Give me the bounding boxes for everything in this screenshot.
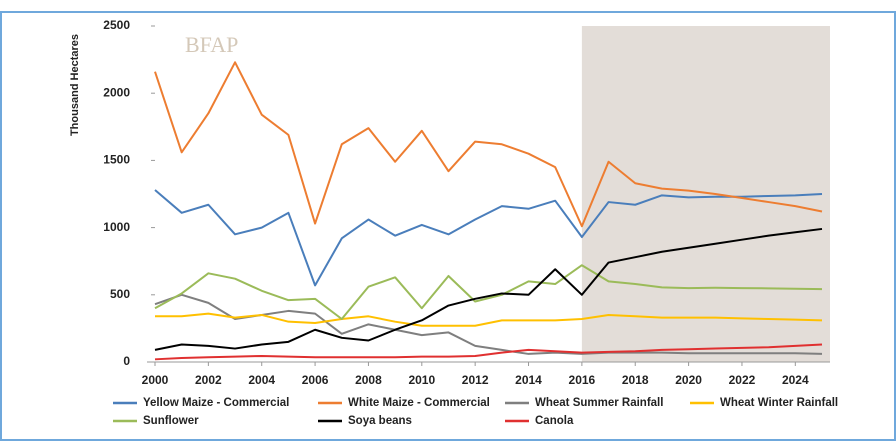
legend-label: White Maize - Commercial [348,397,490,409]
y-axis-label: Thousand Hectares [69,34,81,136]
x-tick-label: 2016 [569,373,596,387]
x-tick-label: 2024 [782,373,809,387]
x-tick-label: 2006 [302,373,329,387]
plot: 0 500 1000 1500 2000 2500 2000 2002 2004 2006 2008… [103,18,830,387]
x-tick-label: 2010 [408,373,435,387]
x-tick-label: 2008 [355,373,382,387]
series-line [154,227,823,351]
forecast-shade [581,26,830,362]
series-line [154,61,823,228]
legend-label: Soya beans [348,415,412,427]
y-tick-label: 2000 [103,85,130,99]
legend-label: Sunflower [143,415,199,427]
x-tick-label: 2014 [515,373,542,387]
x-tick-label: 2022 [729,373,756,387]
series-line [154,189,823,287]
series-line [154,264,823,320]
y-tick-label: 1000 [103,220,130,234]
x-tick-label: 2020 [675,373,702,387]
series-line [154,293,823,355]
series-line [154,343,823,361]
y-tick-label: 0 [123,354,130,368]
series-line [155,312,823,327]
x-tick-label: 2002 [195,373,222,387]
legend-label: Yellow Maize - Commercial [143,397,289,409]
logo: BFAP [185,32,238,57]
y-tick-label: 500 [110,287,130,301]
legend-label: Canola [535,415,574,427]
x-tick-label: 2000 [142,373,169,387]
legend-label: Wheat Winter Rainfall [720,397,838,409]
y-tick-label: 2500 [103,18,130,32]
legend-label: Wheat Summer Rainfall [535,397,663,409]
x-tick-label: 2018 [622,373,649,387]
y-tick-label: 1500 [103,153,130,167]
top-strip [0,0,896,8]
x-tick-label: 2004 [248,373,275,387]
x-tick-label: 2012 [462,373,489,387]
